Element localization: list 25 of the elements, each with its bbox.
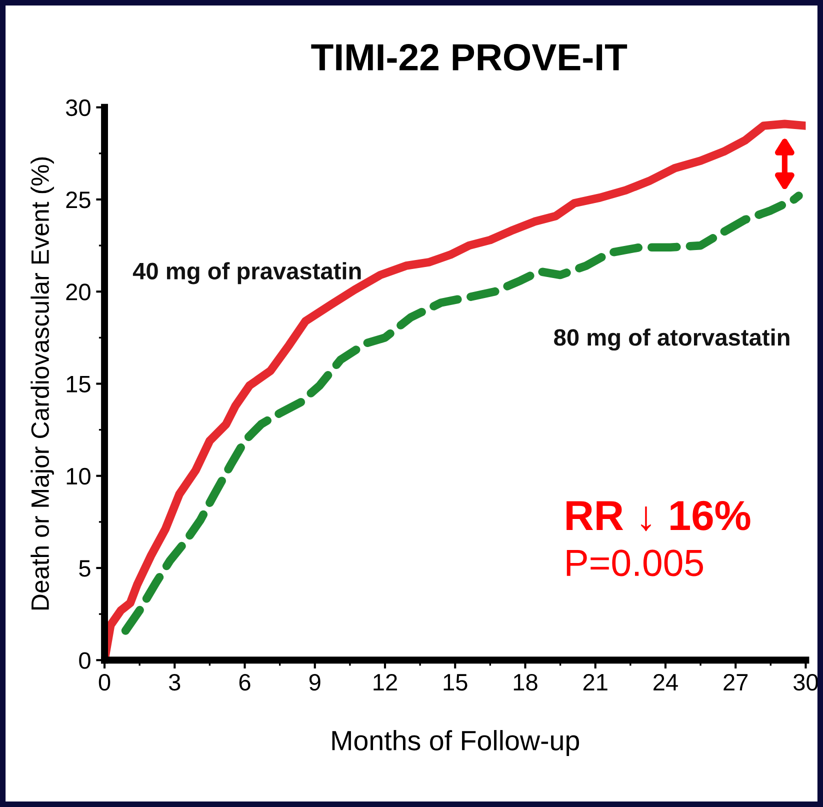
- x-tick-label: 21: [583, 674, 608, 690]
- chart-title: TIMI-22 PROVE-IT: [311, 44, 628, 71]
- y-axis-title: Death or Major Cardiovascular Event (%): [30, 157, 54, 610]
- x-tick-label: 12: [374, 674, 397, 690]
- text: 80 mg of atorvastatin: [554, 328, 790, 351]
- x-tick-label: 6: [239, 674, 250, 691]
- x-tick-label: 30: [793, 674, 818, 691]
- series-label: 40 mg of pravastatin: [132, 262, 361, 284]
- y-tick-label: 30: [66, 99, 90, 116]
- y-tick-label: 5: [79, 560, 90, 577]
- x-tick-label: 9: [309, 674, 320, 691]
- annotation: P=0.005: [566, 550, 703, 576]
- y-tick-label: 20: [66, 284, 90, 300]
- annotation: RR ↓ 16%: [566, 500, 750, 532]
- x-tick-label: 0: [98, 674, 110, 691]
- x-axis-title: Months of Follow-up: [332, 730, 580, 756]
- x-tick-label: 15: [444, 674, 468, 691]
- x-tick-label: 3: [168, 674, 180, 691]
- y-tick-label: 15: [66, 376, 90, 393]
- x-tick-label: 18: [514, 674, 538, 691]
- x-tick-label: 24: [654, 674, 678, 690]
- y-tick-label: 25: [66, 192, 90, 208]
- y-tick-label: 0: [79, 652, 90, 669]
- y-tick-label: 10: [66, 468, 90, 485]
- x-tick-label: 27: [724, 674, 748, 690]
